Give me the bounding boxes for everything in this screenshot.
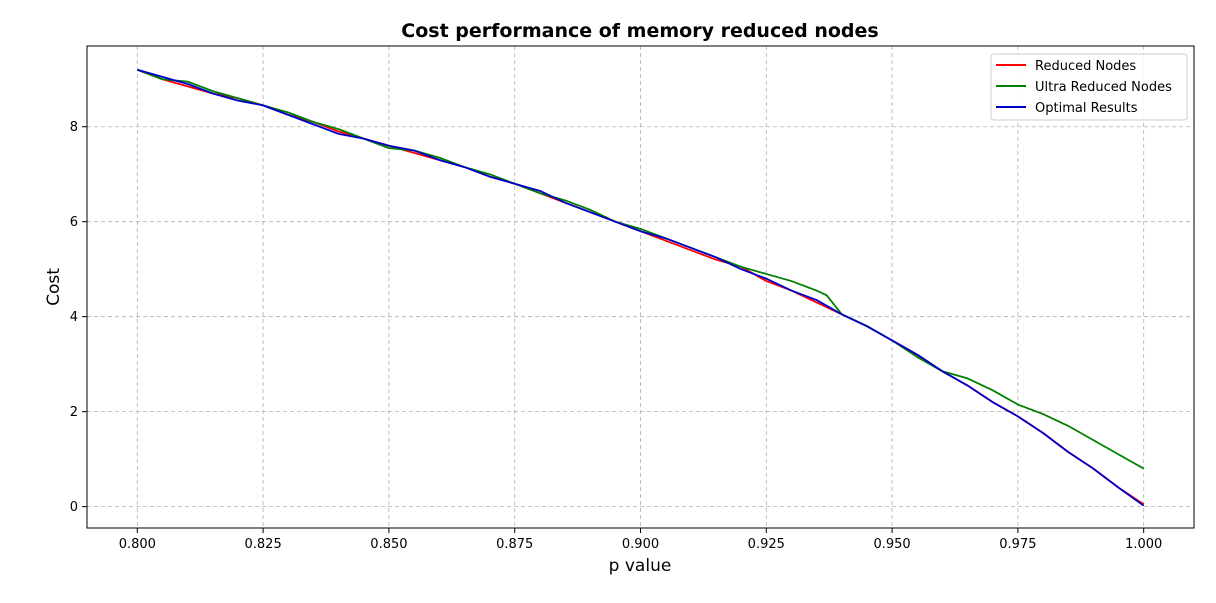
series-line-ultra-reduced-nodes [137, 68, 1145, 470]
x-tick-label: 0.825 [245, 537, 282, 552]
x-tick-label: 0.950 [873, 537, 910, 552]
x-tick-label: 0.875 [496, 537, 533, 552]
grid-lines [87, 46, 1194, 528]
x-tick-label: 0.975 [999, 537, 1036, 552]
series-lines [137, 68, 1145, 507]
series-line-optimal-results [137, 68, 1145, 507]
legend-label-reduced-nodes: Reduced Nodes [1035, 59, 1136, 74]
y-tick-label: 0 [70, 500, 78, 515]
x-tick-label: 0.925 [748, 537, 785, 552]
legend-box [990, 53, 1188, 121]
y-axis-label: Cost [44, 268, 64, 306]
legend: Reduced Nodes Ultra Reduced Nodes Optima… [990, 53, 1188, 121]
chart-title: Cost performance of memory reduced nodes [401, 20, 878, 42]
x-tick-label: 0.800 [119, 537, 156, 552]
x-axis-label: p value [609, 556, 672, 576]
y-tick-label: 8 [70, 120, 78, 135]
x-tick-label: 0.850 [370, 537, 407, 552]
x-tick-label: 1.000 [1125, 537, 1162, 552]
y-tick-label: 2 [70, 405, 78, 420]
x-tick-label: 0.900 [622, 537, 659, 552]
y-tick-label: 4 [70, 310, 78, 325]
legend-label-ultra-reduced-nodes: Ultra Reduced Nodes [1035, 80, 1172, 95]
x-axis-ticks: 0.800 0.825 0.850 0.875 0.900 0.925 0.950 0.975… [119, 528, 1162, 552]
legend-label-optimal-results: Optimal Results [1035, 101, 1138, 116]
y-axis-ticks: 0 2 4 6 8 [70, 120, 87, 515]
y-tick-label: 6 [70, 215, 78, 230]
